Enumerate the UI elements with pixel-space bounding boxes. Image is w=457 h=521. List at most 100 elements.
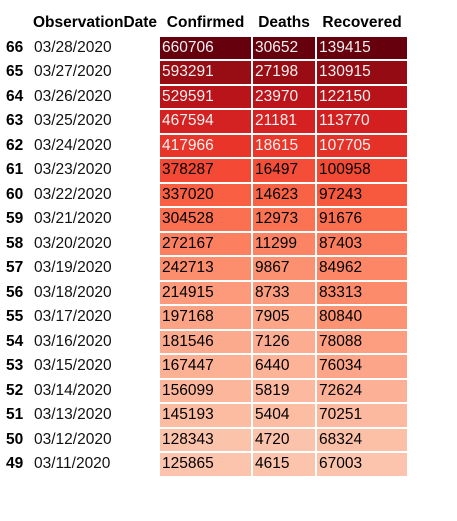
observation-date-cell: 03/20/2020 [34,234,112,252]
table-row: 52 03/14/2020 156099 5819 72624 [2,379,408,402]
deaths-value-cell: 7126 [253,330,316,353]
column-header-deaths: Deaths [258,14,310,31]
deaths-value-cell: 5819 [253,379,316,402]
observation-date-cell: 03/21/2020 [34,210,112,227]
deaths-value-cell: 30652 [253,36,316,59]
observation-date-cell: 03/18/2020 [34,283,112,301]
row-index-label: 60 [6,185,24,203]
row-index-label: 66 [6,38,24,56]
row-index-label: 64 [6,87,24,105]
row-index-label: 65 [6,63,24,80]
observation-date-cell: 03/12/2020 [34,430,112,448]
recovered-value-cell: 122150 [317,85,408,108]
confirmed-value-cell: 660706 [160,36,252,59]
observation-date-cell: 03/15/2020 [34,357,112,374]
row-index-label: 63 [6,112,24,129]
row-index-label: 50 [6,430,24,448]
confirmed-value-cell: 304528 [160,208,252,231]
recovered-value-cell: 107705 [317,134,408,157]
confirmed-value-cell: 145193 [160,404,252,427]
deaths-value-cell: 18615 [253,134,316,157]
row-index-label: 56 [6,283,24,301]
column-header-date: ObservationDate [33,14,158,31]
observation-date-cell: 03/28/2020 [34,38,112,56]
recovered-value-cell: 78088 [317,330,408,353]
row-index-label: 52 [6,381,24,399]
observation-date-cell: 03/17/2020 [34,308,112,325]
observation-date-cell: 03/24/2020 [34,136,112,154]
deaths-value-cell: 21181 [253,110,316,133]
row-index-label: 49 [6,455,24,472]
table-header: ObservationDate Confirmed Deaths Recover… [2,12,407,35]
recovered-value-cell: 72624 [317,379,408,402]
row-index-label: 58 [6,234,24,252]
styled-dataframe: ObservationDate Confirmed Deaths Recover… [0,10,457,478]
observation-date-cell: 03/27/2020 [34,63,112,80]
confirmed-value-cell: 593291 [160,61,252,84]
observation-date-cell: 03/16/2020 [34,332,112,350]
table-row: 50 03/12/2020 128343 4720 68324 [2,428,408,451]
observation-date-cell: 03/11/2020 [34,455,111,472]
row-index-label: 61 [6,161,24,178]
table-row: 49 03/11/2020 125865 4615 67003 [2,453,408,476]
recovered-value-cell: 76034 [317,355,408,378]
observation-date-cell: 03/14/2020 [34,381,112,399]
row-index-label: 62 [6,136,24,154]
observation-date-cell: 03/22/2020 [34,185,112,203]
table-row: 58 03/20/2020 272167 11299 87403 [2,232,408,255]
table-row: 64 03/26/2020 529591 23970 122150 [2,85,408,108]
table-body: 66 03/28/2020 660706 30652 139415 65 03/27/202… [2,36,408,476]
deaths-value-cell: 7905 [253,306,316,329]
table-row: 65 03/27/2020 593291 27198 130915 [2,61,408,84]
recovered-value-cell: 91676 [317,208,408,231]
recovered-value-cell: 87403 [317,232,408,255]
deaths-value-cell: 5404 [253,404,316,427]
column-header-recovered: Recovered [322,14,402,31]
deaths-value-cell: 12973 [253,208,316,231]
data-table: ObservationDate Confirmed Deaths Recover… [0,10,409,478]
confirmed-value-cell: 125865 [160,453,252,476]
observation-date-cell: 03/25/2020 [34,112,112,129]
observation-date-cell: 03/26/2020 [34,87,112,105]
confirmed-value-cell: 128343 [160,428,252,451]
table-row: 63 03/25/2020 467594 21181 113770 [2,110,408,133]
table-row: 62 03/24/2020 417966 18615 107705 [2,134,408,157]
row-index-label: 51 [6,406,24,423]
index-header-blank [2,12,30,35]
row-index-label: 59 [6,210,24,227]
deaths-value-cell: 4720 [253,428,316,451]
deaths-value-cell: 6440 [253,355,316,378]
recovered-value-cell: 139415 [317,36,408,59]
confirmed-value-cell: 529591 [160,85,252,108]
table-row: 53 03/15/2020 167447 6440 76034 [2,355,408,378]
confirmed-value-cell: 214915 [160,281,252,304]
deaths-value-cell: 8733 [253,281,316,304]
recovered-value-cell: 70251 [317,404,408,427]
recovered-value-cell: 97243 [317,183,408,206]
deaths-value-cell: 23970 [253,85,316,108]
recovered-value-cell: 83313 [317,281,408,304]
observation-date-cell: 03/19/2020 [34,259,112,276]
deaths-value-cell: 14623 [253,183,316,206]
confirmed-value-cell: 272167 [160,232,252,255]
confirmed-value-cell: 181546 [160,330,252,353]
confirmed-value-cell: 337020 [160,183,252,206]
row-index-label: 53 [6,357,24,374]
recovered-value-cell: 100958 [317,159,408,182]
confirmed-value-cell: 417966 [160,134,252,157]
table-row: 54 03/16/2020 181546 7126 78088 [2,330,408,353]
recovered-value-cell: 130915 [317,61,408,84]
deaths-value-cell: 9867 [253,257,316,280]
recovered-value-cell: 113770 [317,110,408,133]
recovered-value-cell: 80840 [317,306,408,329]
row-index-label: 55 [6,308,24,325]
deaths-value-cell: 16497 [253,159,316,182]
confirmed-value-cell: 467594 [160,110,252,133]
recovered-value-cell: 68324 [317,428,408,451]
confirmed-value-cell: 378287 [160,159,252,182]
table-row: 61 03/23/2020 378287 16497 100958 [2,159,408,182]
table-row: 59 03/21/2020 304528 12973 91676 [2,208,408,231]
table-row: 60 03/22/2020 337020 14623 97243 [2,183,408,206]
confirmed-value-cell: 242713 [160,257,252,280]
deaths-value-cell: 27198 [253,61,316,84]
